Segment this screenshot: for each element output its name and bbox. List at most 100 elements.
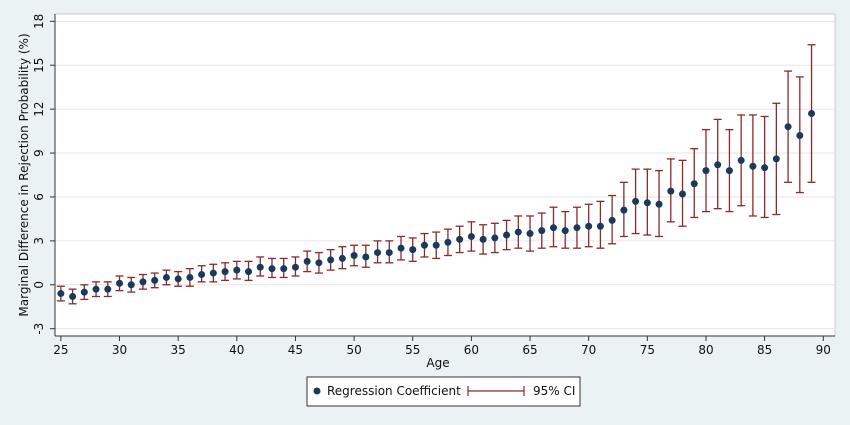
coefficient-point	[643, 199, 651, 207]
coefficient-point	[174, 275, 182, 283]
coefficient-point	[280, 265, 288, 273]
x-tick-label: 35	[171, 343, 186, 357]
coefficient-point	[245, 268, 253, 276]
coefficient-point	[596, 222, 604, 230]
coefficient-point	[186, 273, 194, 281]
coefficient-point	[198, 271, 206, 279]
coefficient-point	[538, 227, 546, 235]
coefficient-point	[57, 290, 65, 298]
coefficient-point	[409, 246, 417, 254]
coefficient-point	[479, 235, 487, 243]
coefficient-point	[526, 230, 534, 238]
coefficient-point	[221, 268, 229, 276]
coefficient-point	[397, 244, 405, 252]
coefficient-point	[350, 252, 358, 259]
plot-area	[54, 13, 836, 337]
coefficient-point	[772, 155, 780, 163]
coefficient-point	[725, 167, 733, 175]
coefficient-point	[116, 279, 124, 287]
coefficient-point	[209, 269, 217, 277]
coefficient-point	[303, 257, 311, 265]
coefficient-point	[702, 167, 710, 175]
coefficient-point	[385, 249, 393, 257]
coefficient-point	[162, 273, 170, 281]
coefficient-point	[679, 190, 687, 198]
coefficient-point	[690, 180, 698, 188]
legend-label-ci: 95% CI	[533, 384, 575, 398]
coefficient-point	[374, 249, 382, 257]
coefficient-point	[327, 256, 335, 264]
coefficient-point	[420, 241, 428, 249]
coefficient-point	[749, 162, 757, 170]
x-tick-label: 65	[522, 343, 537, 357]
legend-ci-marker	[467, 386, 525, 396]
legend-point-marker	[313, 387, 321, 395]
coefficient-point	[808, 110, 816, 118]
coefficient-point	[549, 224, 557, 232]
coefficient-point	[737, 156, 745, 164]
x-tick-label: 80	[698, 343, 713, 357]
x-tick-label: 60	[464, 343, 479, 357]
x-tick-label: 30	[112, 343, 127, 357]
y-axis-ticks: -3 0 3 6 9 12 15 18	[32, 14, 55, 335]
coefficient-point	[268, 265, 276, 273]
legend: Regression Coefficient 95% CI	[306, 376, 581, 407]
x-tick-label: 85	[757, 343, 772, 357]
coefficient-point	[761, 164, 769, 172]
coefficient-point	[80, 288, 88, 296]
y-tick-label: 3	[32, 237, 46, 245]
y-tick-label: 18	[32, 14, 46, 29]
coefficient-point	[92, 285, 100, 293]
coefficient-point	[151, 276, 159, 284]
x-tick-label: 90	[816, 343, 831, 357]
coefficient-point	[714, 161, 722, 169]
coefficient-point	[338, 254, 346, 262]
coefficient-point	[69, 292, 77, 300]
x-tick-label: 50	[346, 343, 361, 357]
coefficient-point	[573, 224, 581, 232]
coefficient-point	[139, 278, 147, 286]
coefficient-point	[561, 227, 569, 235]
legend-label-coefficient: Regression Coefficient	[327, 384, 461, 398]
x-tick-label: 70	[581, 343, 596, 357]
coefficient-point	[514, 228, 522, 236]
coefficient-point	[491, 234, 499, 242]
coefficient-point	[655, 200, 663, 208]
coefficient-point	[233, 266, 241, 274]
coefficient-point	[620, 206, 628, 214]
x-axis-title: Age	[426, 356, 449, 370]
coefficient-point	[784, 123, 792, 131]
coefficient-point	[467, 232, 475, 240]
coefficient-point	[256, 263, 264, 271]
y-tick-label: 12	[32, 101, 46, 116]
y-axis-title: Marginal Difference in Rejection Probabi…	[17, 33, 31, 316]
coefficient-point	[796, 131, 804, 139]
coefficient-point	[632, 197, 640, 205]
coefficient-point	[608, 216, 616, 224]
coefficient-point	[503, 231, 511, 239]
coefficient-point	[585, 222, 593, 230]
coefficient-point	[127, 281, 135, 289]
coefficient-point	[432, 241, 440, 249]
legend-box	[306, 376, 581, 407]
coefficient-points	[57, 110, 816, 300]
y-tick-label: 0	[32, 281, 46, 289]
coefficient-point	[315, 259, 323, 267]
coefficient-point	[291, 263, 299, 271]
coefficient-point	[104, 285, 112, 293]
x-tick-label: 55	[405, 343, 420, 357]
coefficient-point	[667, 187, 675, 195]
y-tick-label: 15	[32, 58, 46, 73]
x-tick-label: 45	[288, 343, 303, 357]
x-axis-ticks: 25 30 35 40 45 50 55 60 65 70 75 80 85 90	[53, 336, 831, 357]
coefficient-point	[362, 253, 370, 261]
y-tick-label: -3	[32, 323, 46, 335]
coefficient-point	[444, 238, 452, 246]
x-tick-label: 75	[640, 343, 655, 357]
coefficient-point	[456, 235, 464, 243]
y-tick-label: 6	[32, 193, 46, 201]
x-tick-label: 40	[229, 343, 244, 357]
x-tick-label: 25	[53, 343, 68, 357]
